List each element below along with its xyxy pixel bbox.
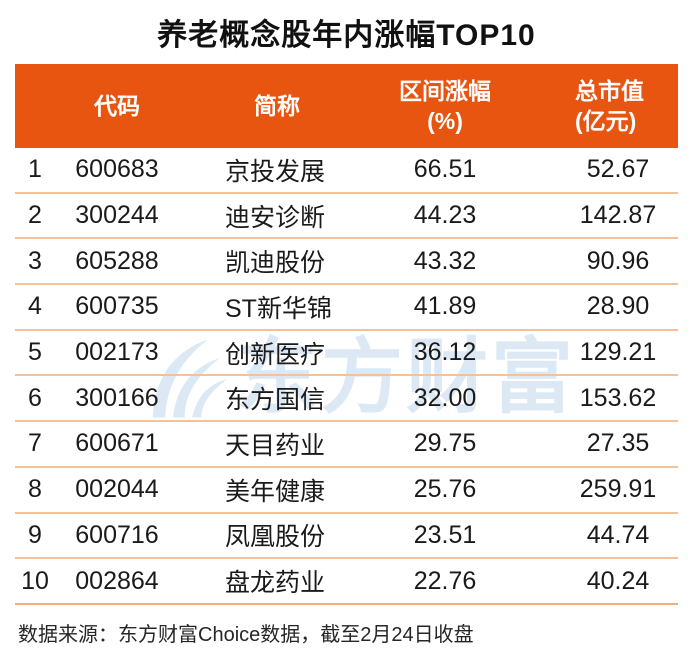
table-row: 4 600735 ST新华锦 41.89 28.90 bbox=[15, 284, 678, 331]
cell-gain: 66.51 bbox=[355, 148, 535, 194]
top10-table: 代码 简称 区间涨幅 (%) 总市值 (亿元) 1 600683 京投发 bbox=[15, 64, 678, 603]
cell-name: 凯迪股份 bbox=[179, 238, 355, 286]
cell-name: 盘龙药业 bbox=[225, 569, 326, 598]
cell-gain: 22.76 bbox=[413, 566, 477, 595]
cell-rank: 1 bbox=[15, 148, 55, 194]
cell-code: 600716 bbox=[55, 512, 179, 560]
cell-name: 天目药业 bbox=[179, 421, 355, 468]
cell-name: 京投发展 bbox=[179, 148, 355, 194]
cell-code: 600671 bbox=[55, 421, 179, 468]
header-code: 代码 bbox=[94, 93, 140, 119]
cell-gain: 43.32 bbox=[355, 238, 535, 286]
cell-rank: 5 bbox=[15, 329, 55, 377]
table-row: 2 300244 迪安诊断 44.23 142.87 bbox=[15, 192, 678, 240]
cell-code: 002044 bbox=[55, 466, 179, 514]
cell-code: 605288 bbox=[55, 238, 179, 286]
page-title: 养老概念股年内涨幅TOP10 bbox=[157, 19, 536, 52]
cell-gain: 32.00 bbox=[355, 375, 535, 423]
cell-code: 600683 bbox=[55, 148, 179, 194]
cell-name: 东方国信 bbox=[179, 375, 355, 423]
cell-rank: 7 bbox=[15, 421, 55, 468]
cell-name: ST新华锦 bbox=[179, 284, 355, 331]
cell-gain: 44.23 bbox=[355, 192, 535, 240]
cell-cap: 129.21 bbox=[535, 329, 678, 377]
cell-rank: 3 bbox=[15, 238, 55, 286]
cell-rank: 8 bbox=[15, 466, 55, 514]
cell-code: 002173 bbox=[55, 329, 179, 377]
cell-rank: 10 bbox=[21, 566, 49, 595]
cell-gain: 36.12 bbox=[355, 329, 535, 377]
table-row: 5 002173 创新医疗 36.12 129.21 bbox=[15, 329, 678, 377]
header-cap: 总市值 (亿元) bbox=[575, 78, 644, 134]
table-header: 代码 简称 区间涨幅 (%) 总市值 (亿元) bbox=[15, 64, 678, 148]
table-row: 3 605288 凯迪股份 43.32 90.96 bbox=[15, 238, 678, 286]
cell-rank: 9 bbox=[15, 512, 55, 560]
cell-name: 美年健康 bbox=[179, 466, 355, 514]
cell-rank: 4 bbox=[15, 284, 55, 331]
cell-rank: 6 bbox=[15, 375, 55, 423]
cell-code: 002864 bbox=[75, 566, 159, 595]
table-row: 6 300166 东方国信 32.00 153.62 bbox=[15, 375, 678, 423]
cell-cap: 28.90 bbox=[535, 284, 678, 331]
cell-cap: 52.67 bbox=[535, 148, 678, 194]
cell-cap: 259.91 bbox=[535, 466, 678, 514]
cell-cap: 90.96 bbox=[535, 238, 678, 286]
cell-rank: 2 bbox=[15, 192, 55, 240]
table-bottom-rule bbox=[15, 602, 678, 605]
cell-cap: 153.62 bbox=[535, 375, 678, 423]
cell-cap: 27.35 bbox=[535, 421, 678, 468]
cell-gain: 25.76 bbox=[355, 466, 535, 514]
cell-gain: 23.51 bbox=[355, 512, 535, 560]
cell-cap: 40.24 bbox=[586, 566, 650, 595]
cell-gain: 41.89 bbox=[355, 284, 535, 331]
table-row: 8 002044 美年健康 25.76 259.91 bbox=[15, 466, 678, 514]
cell-code: 300166 bbox=[55, 375, 179, 423]
cell-code: 600735 bbox=[55, 284, 179, 331]
cell-name: 凤凰股份 bbox=[179, 512, 355, 560]
table-row: 1 600683 京投发展 66.51 52.67 bbox=[15, 148, 678, 194]
table-row: 7 600671 天目药业 29.75 27.35 bbox=[15, 421, 678, 468]
table-row: 10 002864 盘龙药业 22.76 40.24 bbox=[15, 558, 678, 603]
source-note: 数据来源：东方财富Choice数据，截至2月24日收盘 bbox=[18, 623, 474, 646]
cell-cap: 142.87 bbox=[535, 192, 678, 240]
cell-cap: 44.74 bbox=[535, 512, 678, 560]
table-row: 9 600716 凤凰股份 23.51 44.74 bbox=[15, 512, 678, 560]
header-rank bbox=[15, 64, 55, 148]
cell-name: 迪安诊断 bbox=[179, 192, 355, 240]
cell-code: 300244 bbox=[55, 192, 179, 240]
cell-name: 创新医疗 bbox=[179, 329, 355, 377]
header-gain: 区间涨幅 (%) bbox=[399, 78, 491, 134]
header-name: 简称 bbox=[254, 93, 300, 119]
cell-gain: 29.75 bbox=[355, 421, 535, 468]
